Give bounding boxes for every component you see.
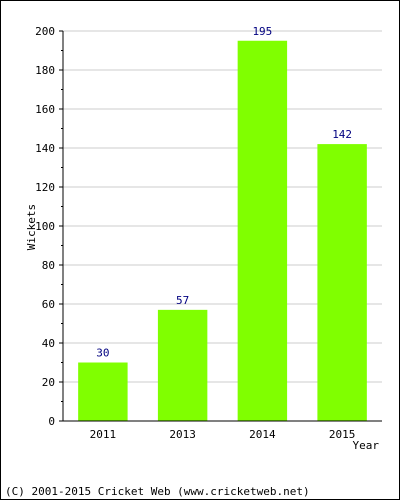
x-tick-label: 2014 [249,428,276,441]
y-tick-label: 40 [42,337,55,350]
y-tick-label: 160 [35,103,55,116]
axes [59,30,382,422]
y-tick-label: 0 [48,415,55,428]
y-tick-label: 200 [35,25,55,38]
y-tick-label: 100 [35,220,55,233]
y-axis-label: Wickets [25,204,38,250]
bars [78,40,367,421]
labels: 0 20 40 60 80 100 120 140 160 180 200 30 2011 57 2013 1… [35,25,355,441]
data-label: 30 [96,347,109,360]
x-tick-label: 2011 [90,428,117,441]
y-tick-label: 80 [42,259,55,272]
y-tick-label: 120 [35,181,55,194]
x-axis-label: Year [353,439,380,452]
y-tick-label: 140 [35,142,55,155]
bar [317,144,367,421]
y-tick-label: 180 [35,64,55,77]
bar [157,309,208,421]
y-tick-label: 20 [42,376,55,389]
bar [237,40,288,421]
data-label: 57 [176,294,189,307]
bar [78,362,128,421]
x-tick-label: 2015 [329,428,356,441]
x-tick-label: 2013 [169,428,196,441]
copyright-footer: (C) 2001-2015 Cricket Web (www.cricketwe… [5,485,310,498]
grid-lines [63,30,382,383]
data-label: 195 [252,25,272,38]
data-label: 142 [332,128,352,141]
y-tick-label: 60 [42,298,55,311]
